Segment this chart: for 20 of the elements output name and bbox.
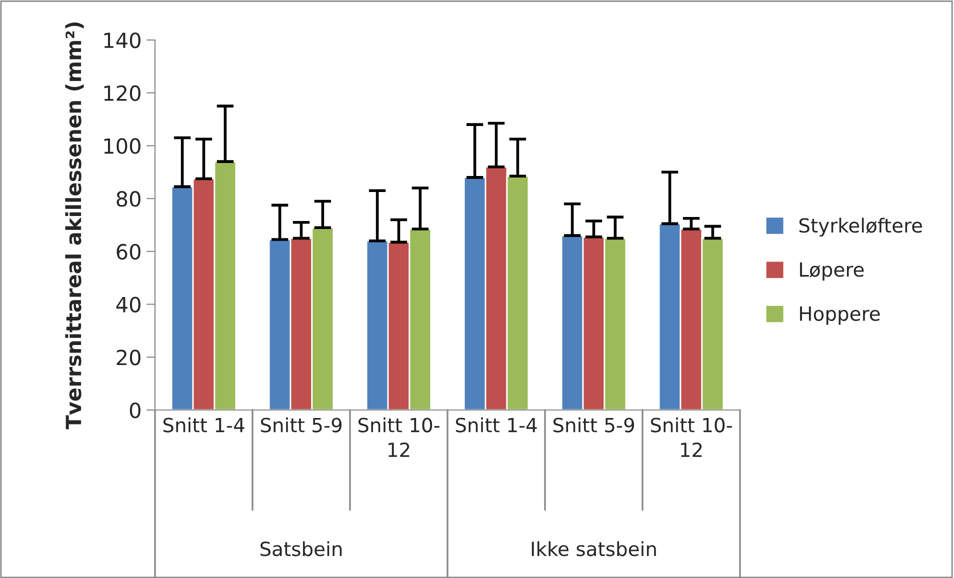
y-tick-label: 20 — [116, 350, 140, 366]
x-tick-label: Snitt 5-9 — [553, 417, 634, 432]
x-tick-label: Snitt 10-12 — [650, 417, 732, 457]
text: Ikke satsbein — [532, 541, 656, 556]
y-tick-label: 140 — [104, 32, 140, 48]
y-tick-label: 100 — [104, 138, 140, 154]
x-tick-label: Snitt 1-4 — [456, 417, 537, 432]
y-tick-label: 0 — [130, 402, 140, 418]
legend-label: Styrkeløftere — [799, 218, 922, 237]
y-tick-label: 40 — [116, 296, 140, 312]
text: Satsbein — [260, 541, 342, 556]
x-tick-label: Snitt 1-4 — [163, 417, 244, 432]
y-axis-title: Tverrsnittareal akillessenen (mm²) — [65, 22, 84, 430]
y-tick-label: 120 — [104, 85, 140, 102]
legend-label: Løpere — [800, 262, 864, 281]
x-tick-label: Snitt 10-12 — [358, 417, 440, 457]
y-tick-label: 80 — [116, 191, 140, 207]
y-tick-label: 60 — [116, 244, 140, 260]
x-tick-label: Snitt 5-9 — [260, 417, 342, 432]
legend-label: Hoppere — [800, 306, 880, 325]
